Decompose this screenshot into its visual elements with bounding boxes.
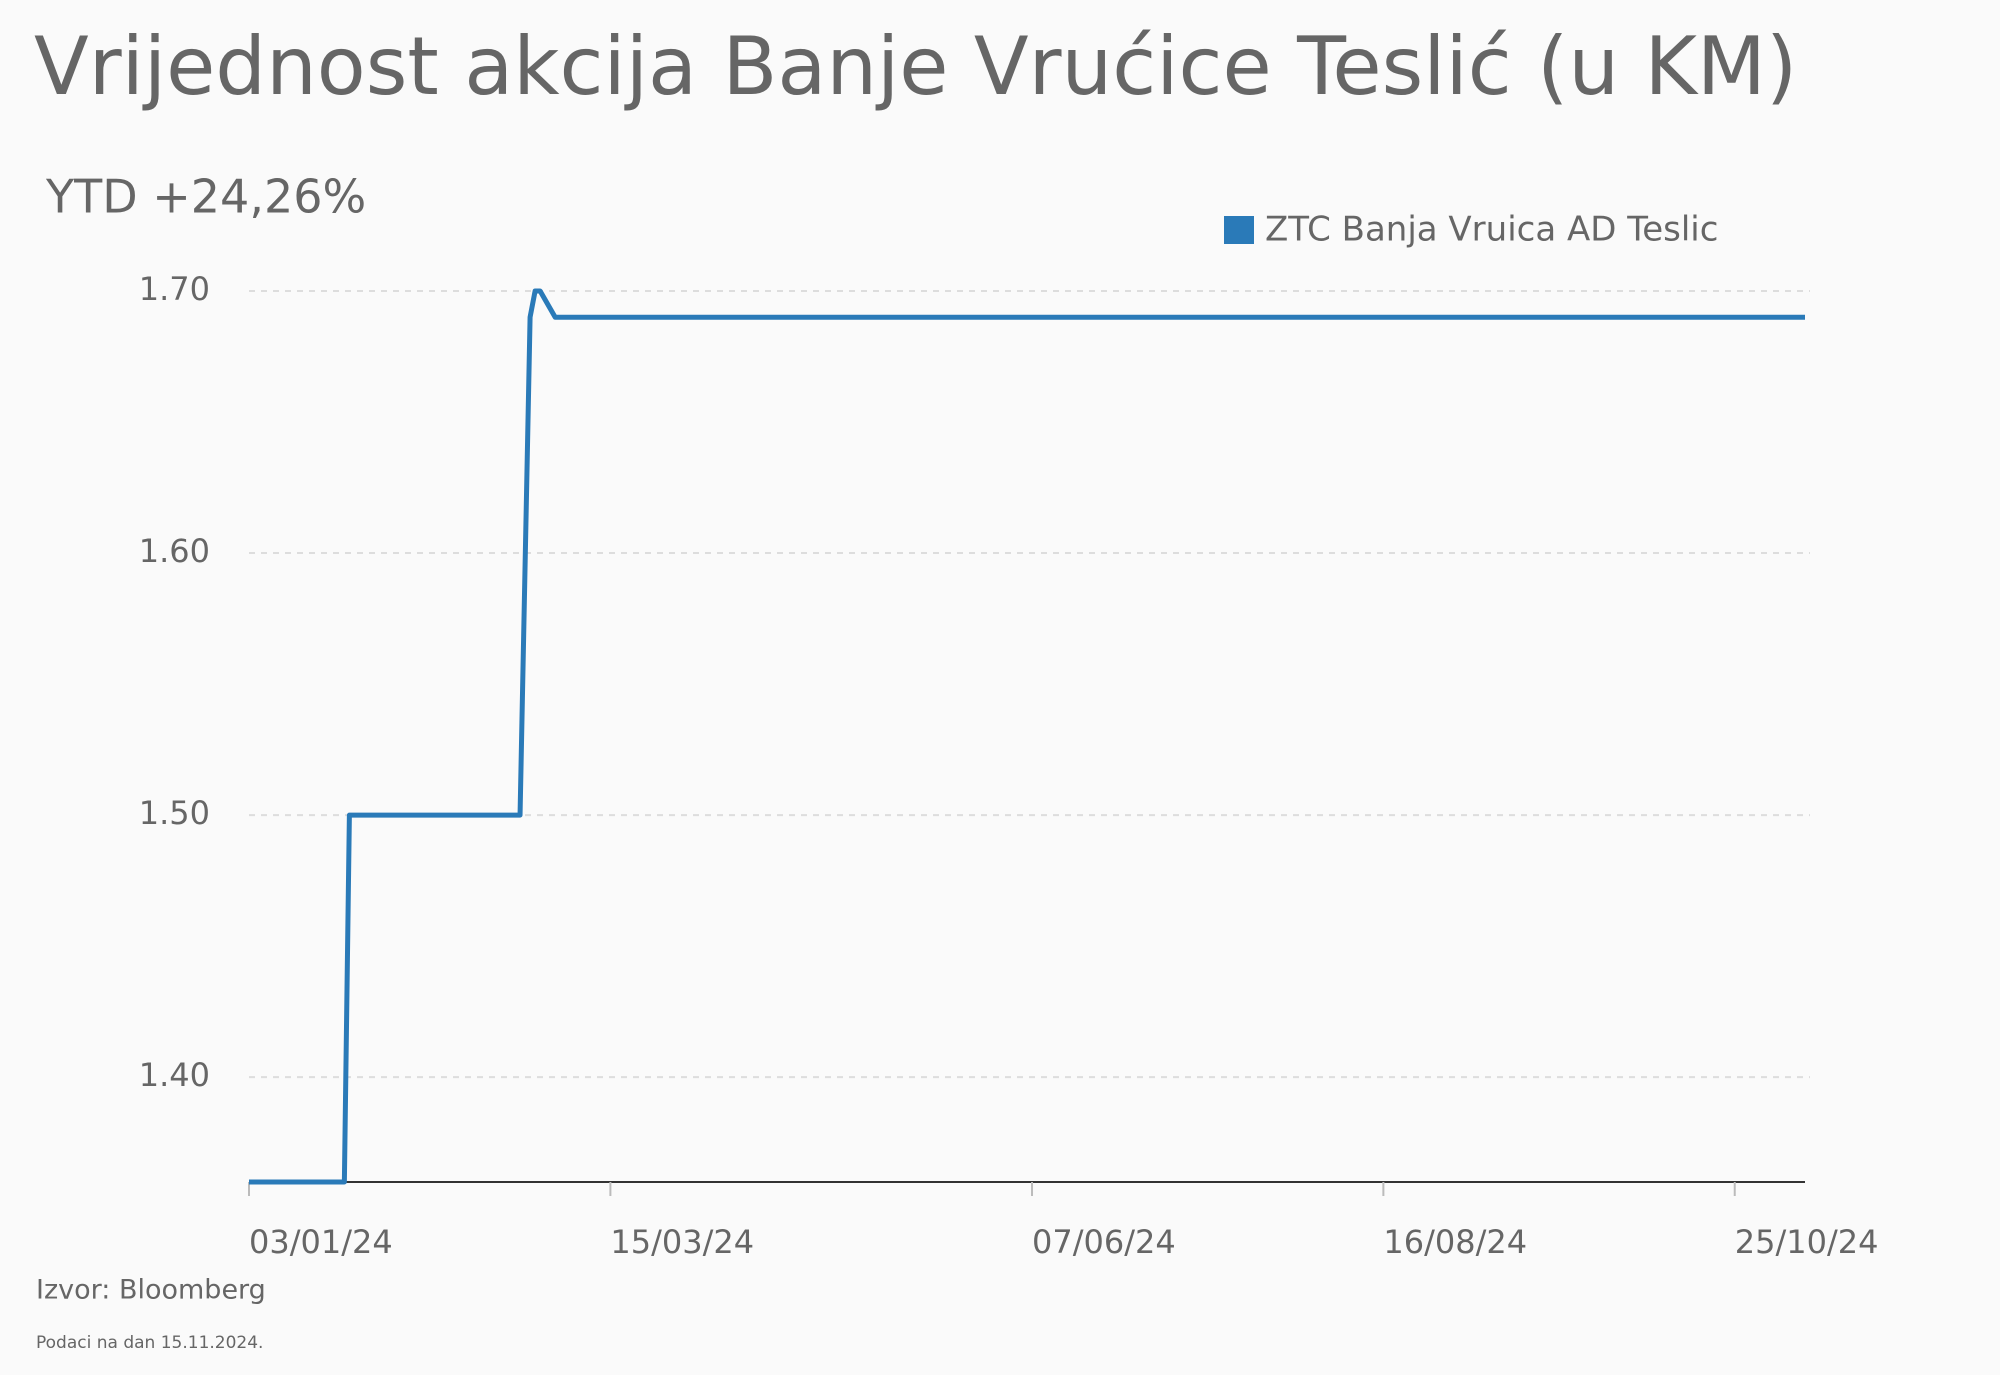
- y-tick-label: 1.40: [139, 1056, 210, 1094]
- subtitle: YTD +24,26%: [45, 170, 366, 224]
- x-tick-label: 15/03/24: [610, 1223, 754, 1261]
- x-tick-label: 03/01/24: [249, 1223, 393, 1261]
- legend-label: ZTC Banja Vruica AD Teslic: [1265, 210, 1718, 250]
- note: Podaci na dan 15.11.2024.: [36, 1333, 263, 1353]
- x-tick-label: 16/08/24: [1383, 1223, 1527, 1261]
- chart-title: Vrijednost akcija Banje Vrućice Teslić (…: [34, 20, 1797, 113]
- x-tick-label: 07/06/24: [1032, 1223, 1176, 1261]
- legend-swatch: [1224, 216, 1254, 244]
- source: Izvor: Bloomberg: [36, 1275, 266, 1306]
- y-tick-label: 1.50: [139, 794, 210, 832]
- y-tick-label: 1.60: [139, 532, 210, 570]
- x-tick-label: 25/10/24: [1735, 1223, 1879, 1261]
- y-tick-label: 1.70: [139, 270, 210, 308]
- series-line: [249, 288, 1805, 1185]
